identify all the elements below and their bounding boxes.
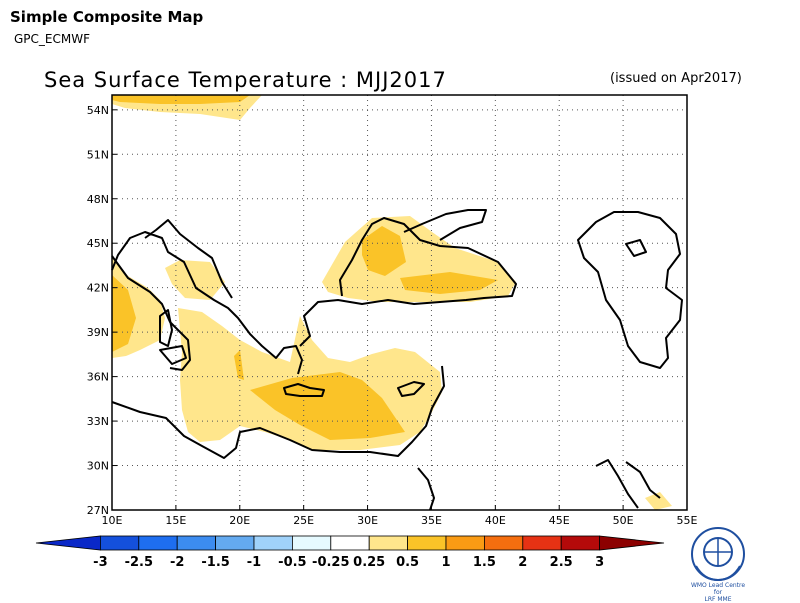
lon-tick-label: 40E: [485, 514, 506, 527]
shade-north-sea-core: [112, 95, 250, 104]
lat-tick-label: 42N: [87, 282, 109, 295]
lon-tick-label: 55E: [677, 514, 698, 527]
coast-red-sea: [595, 459, 661, 509]
coast-sicily: [159, 345, 187, 365]
color-legend: -3 -2.5 -2 -1.5 -1 -0.5 -0.25 0.25 0.5 1 1.5 2 2.5 3: [35, 535, 665, 570]
lon-tick-label: 15E: [165, 514, 186, 527]
coastlines: [111, 209, 683, 511]
coast-caspian: [577, 211, 683, 369]
legend-label: -1.5: [201, 555, 229, 570]
lat-tick-label: 27N: [87, 504, 109, 517]
legend-swatch: [253, 535, 293, 551]
shade-ionian-streak: [234, 350, 244, 380]
legend-label: 0.5: [396, 555, 419, 570]
wmo-logo: [691, 527, 745, 582]
coast-crimea: [403, 209, 487, 241]
legend-swatch: [138, 535, 178, 551]
legend-label: 2.5: [550, 555, 573, 570]
lon-tick-label: 50E: [613, 514, 634, 527]
legend-label: -2: [170, 555, 184, 570]
wmo-caption-line1: WMO Lead Centre for: [690, 582, 746, 596]
legend-swatch: [445, 535, 485, 551]
map-frame: [111, 94, 688, 511]
lat-tick-label: 39N: [87, 326, 109, 339]
shade-red-sea: [645, 492, 672, 510]
legend-label: 3: [595, 555, 604, 570]
legend-label: 1.5: [473, 555, 496, 570]
lat-tick-label: 30N: [87, 460, 109, 473]
legend-label: -0.25: [312, 555, 349, 570]
coast-crete: [283, 383, 325, 397]
lon-tick-label: 10E: [102, 514, 123, 527]
legend-swatch: [330, 535, 370, 551]
legend-swatch: [522, 535, 562, 551]
lon-tick-label: 30E: [357, 514, 378, 527]
legend-swatch: [483, 535, 524, 551]
shade-black-sea-band: [400, 272, 498, 294]
map-title: Sea Surface Temperature : MJJ2017: [44, 68, 447, 92]
lat-tick-label: 54N: [87, 104, 109, 117]
legend-label: 1: [441, 555, 450, 570]
lon-tick-label: 25E: [293, 514, 314, 527]
legend-swatch: [176, 535, 216, 551]
legend-label: -3: [93, 555, 107, 570]
shade-black-sea-core: [362, 226, 406, 276]
page-title: Simple Composite Map: [10, 8, 204, 26]
legend-label: 2: [518, 555, 527, 570]
coast-sardinia: [159, 309, 173, 347]
legend-label: 0.25: [353, 555, 385, 570]
coast-sinai: [417, 467, 435, 511]
legend-swatch: [291, 535, 332, 551]
legend-label: -0.5: [278, 555, 306, 570]
lat-tick-label: 51N: [87, 148, 109, 161]
lon-tick-label: 35E: [421, 514, 442, 527]
coast-africa: [111, 365, 445, 459]
legend-swatch: [368, 535, 409, 551]
legend-swatch: [560, 535, 601, 551]
shade-adriatic: [165, 260, 225, 300]
legend-swatch: [215, 535, 255, 551]
legend-swatch: [35, 535, 101, 551]
axis-ticks: 27N 30N 33N 36N 39N 42N 45N 48N 51N 54N 10E 15E 20E 2…: [87, 104, 698, 527]
legend-swatch: [407, 535, 447, 551]
legend-swatch: [100, 535, 140, 551]
lat-tick-label: 45N: [87, 237, 109, 250]
lat-tick-label: 48N: [87, 193, 109, 206]
lat-tick-label: 33N: [87, 415, 109, 428]
shade-tyrrhenian-core: [112, 275, 136, 352]
lon-tick-label: 45E: [549, 514, 570, 527]
lon-tick-label: 20E: [229, 514, 250, 527]
anomaly-shading-light: [112, 95, 672, 510]
anomaly-shading-dark: [112, 95, 498, 440]
coast-cyprus: [397, 381, 425, 397]
legend-swatch: [599, 535, 665, 551]
page-subtitle: GPC_ECMWF: [14, 32, 90, 46]
legend-label: -1: [247, 555, 261, 570]
issued-date: (issued on Apr2017): [610, 71, 742, 86]
shade-levant-core: [250, 372, 405, 440]
coast-turkey: [299, 217, 517, 347]
graticule: [112, 95, 687, 510]
lat-tick-label: 36N: [87, 371, 109, 384]
legend-label: -2.5: [125, 555, 153, 570]
